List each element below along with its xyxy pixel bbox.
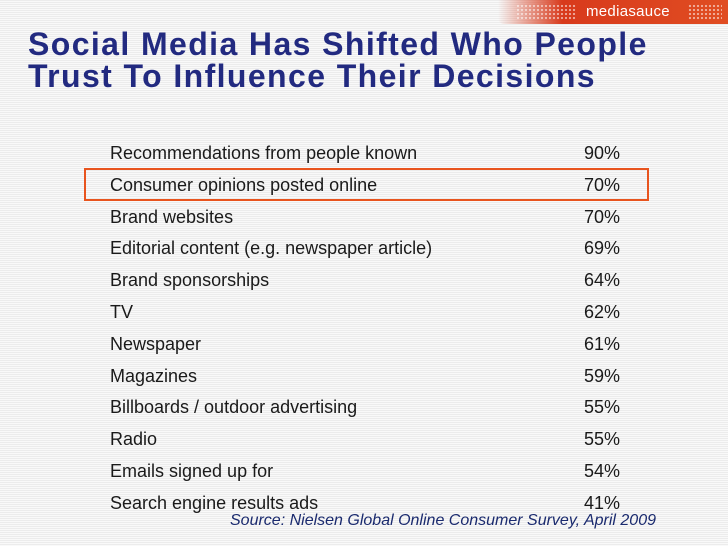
row-value: 61% (584, 333, 621, 354)
row-label: Emails signed up for (110, 460, 274, 481)
table-row: Editorial content (e.g. newspaper articl… (110, 233, 650, 265)
row-label: Recommendations from people known (110, 143, 418, 163)
table-row: Recommendations from people known 90% (110, 138, 650, 170)
row-label: Billboards / outdoor advertising (110, 397, 358, 418)
row-label: Search engine results ads (110, 492, 319, 513)
brand-logo: mediasauce (586, 3, 670, 20)
row-value: 64% (584, 270, 621, 291)
row-value: 55% (584, 397, 621, 418)
table-row: Emails signed up for 54% (110, 456, 650, 488)
table-row: Search engine results ads 41% (110, 488, 650, 520)
logo-dots-decoration (516, 4, 576, 20)
trust-table: Recommendations from people known 90% Con… (110, 138, 650, 520)
row-value: 59% (584, 365, 621, 386)
table-row: Billboards / outdoor advertising 55% (110, 392, 650, 424)
row-label: Magazines (110, 365, 198, 386)
row-label: Radio (110, 429, 158, 450)
table-row: Newspaper 61% (110, 329, 650, 361)
slide-title-line-1: Social Media Has Shifted Who People (28, 26, 648, 62)
row-label: TV (110, 301, 134, 322)
slide-title: Social Media Has Shifted Who People Trus… (28, 28, 718, 92)
row-value: 70% (584, 206, 621, 227)
logo-dots-decoration (688, 4, 722, 20)
row-value: 54% (584, 460, 621, 481)
row-value: 55% (584, 429, 621, 450)
brand-logo-bar: mediasauce (498, 0, 728, 24)
row-label: Consumer opinions posted online (110, 174, 378, 195)
row-label: Editorial content (e.g. newspaper articl… (110, 238, 433, 259)
row-label: Newspaper (110, 333, 202, 354)
row-value: 62% (584, 301, 621, 322)
row-value: 70% (584, 174, 621, 195)
source-citation: Source: Nielsen Global Online Consumer S… (230, 512, 656, 529)
table-row: Brand websites 70% (110, 202, 650, 234)
slide-title-line-2: Trust To Influence Their Decisions (28, 58, 596, 94)
row-value: 41% (584, 492, 621, 513)
table-row: Consumer opinions posted online 70% (110, 170, 650, 202)
table-row: Radio 55% (110, 424, 650, 456)
row-label: Brand websites (110, 206, 234, 227)
row-label: Brand sponsorships (110, 270, 270, 291)
table-row: Magazines 59% (110, 361, 650, 393)
table-row: Brand sponsorships 64% (110, 265, 650, 297)
row-value: 69% (584, 238, 621, 259)
row-value: 90% (584, 143, 621, 163)
table-row: TV 62% (110, 297, 650, 329)
